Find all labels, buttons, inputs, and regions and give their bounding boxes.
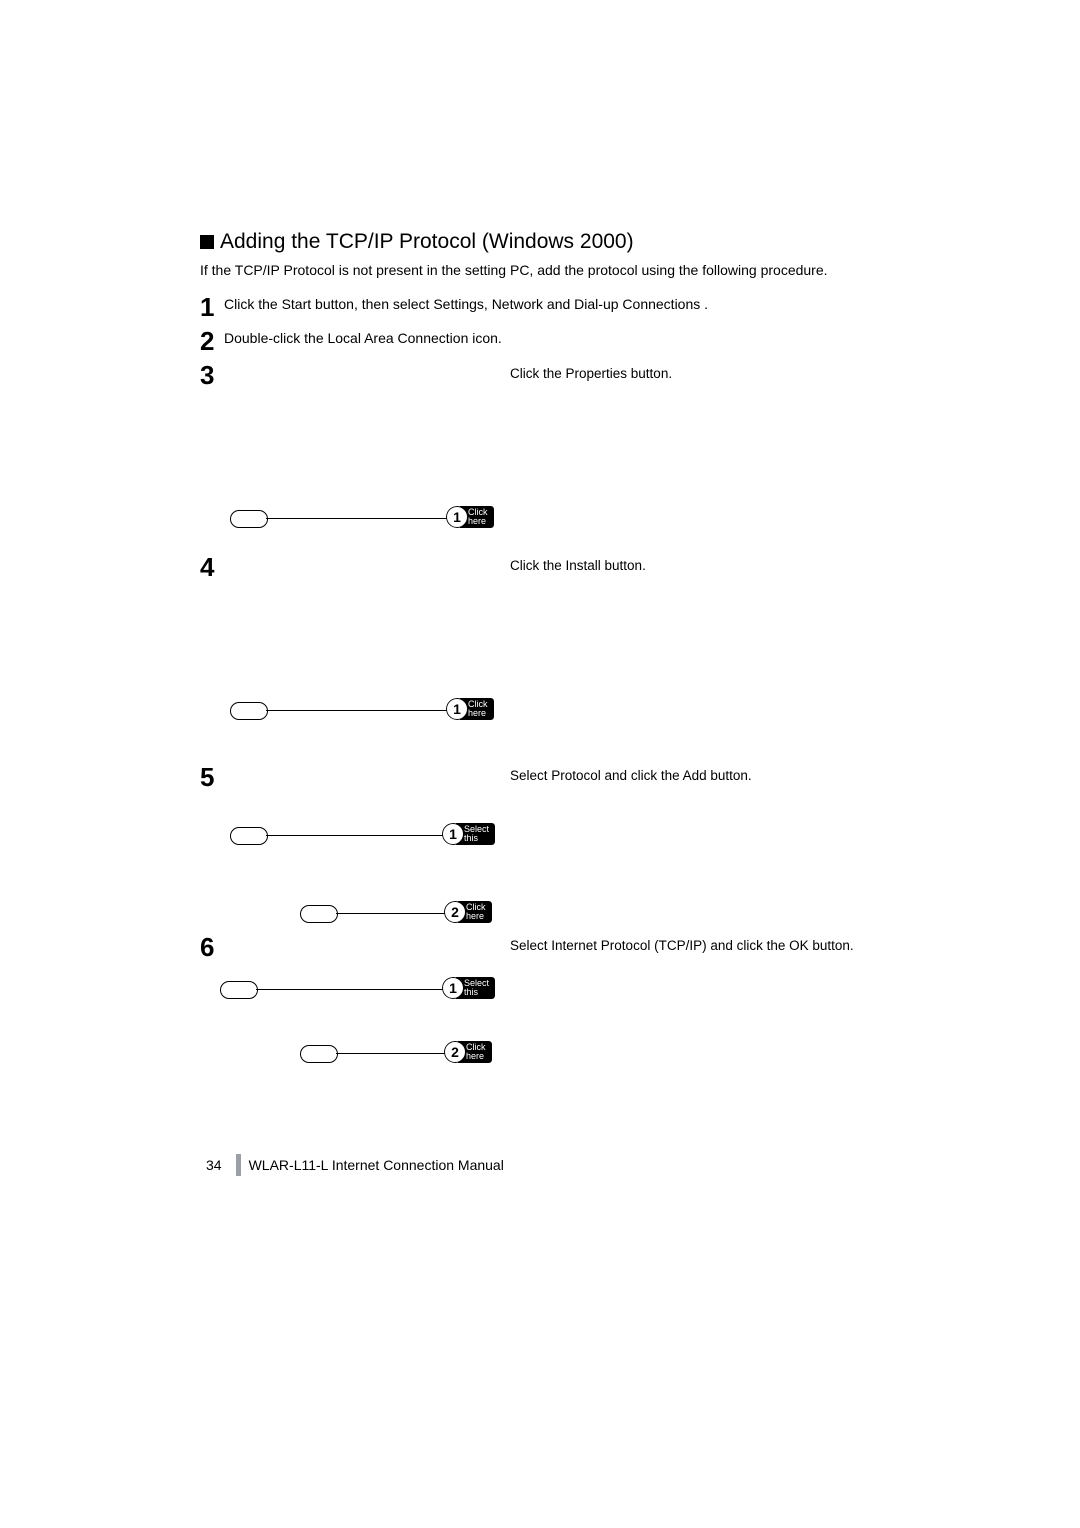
- callout-tag: 1 Click here: [446, 698, 494, 720]
- callout-label-line: this: [464, 834, 489, 843]
- page-footer: 34 WLAR-L11-L Internet Connection Manual: [206, 1154, 504, 1176]
- callout-tag: 2 Click here: [444, 1041, 492, 1063]
- callout-target-icon: [300, 1045, 338, 1063]
- callout-target-icon: [300, 905, 338, 923]
- callout-line-icon: [336, 1053, 450, 1054]
- step-2: 2 Double-click the Local Area Connection…: [200, 326, 880, 354]
- callout-line-icon: [266, 835, 448, 836]
- step-5: 5 1 Select this: [200, 762, 880, 922]
- step-text: Select Internet Protocol (TCP/IP) and cl…: [500, 932, 880, 953]
- callout-tag: 2 Click here: [444, 901, 492, 923]
- footer-bar-icon: [236, 1154, 241, 1176]
- steps-list: 1 Click the Start button, then select Se…: [200, 292, 880, 1072]
- callout-line-icon: [266, 518, 452, 519]
- callout: 1 Click here: [220, 699, 500, 723]
- step-text: Click the Properties button.: [500, 360, 880, 381]
- figure-area: 1 Select this 2 Cli: [200, 932, 500, 1072]
- heading-bullet-icon: [200, 235, 214, 249]
- callout-target-icon: [230, 510, 268, 528]
- step-4: 4 1 Click here Clic: [200, 552, 880, 732]
- callout: 1 Select this: [220, 978, 500, 1002]
- callout-number: 1: [446, 698, 468, 720]
- heading-title: Adding the TCP/IP Protocol (Windows 2000…: [220, 230, 634, 254]
- step-text: Double-click the Local Area Connection i…: [224, 326, 880, 346]
- callout-label-line: here: [468, 517, 488, 526]
- callout-tag: 1 Select this: [442, 977, 495, 999]
- callout: 1 Select this: [220, 824, 500, 848]
- callout-target-icon: [230, 702, 268, 720]
- callout-number: 2: [444, 1041, 466, 1063]
- callout-label-line: here: [466, 1052, 486, 1061]
- callout: 2 Click here: [290, 902, 500, 926]
- callout-line-icon: [256, 989, 448, 990]
- step-number: 1: [200, 292, 224, 320]
- callout-label-line: here: [468, 709, 488, 718]
- callout-target-icon: [220, 981, 258, 999]
- intro-text: If the TCP/IP Protocol is not present in…: [200, 262, 880, 278]
- callout-target-icon: [230, 827, 268, 845]
- callout: 2 Click here: [290, 1042, 500, 1066]
- manual-page: Adding the TCP/IP Protocol (Windows 2000…: [0, 0, 1080, 1528]
- step-text: Click the Install button.: [500, 552, 880, 573]
- figure-area: 1 Click here: [200, 360, 500, 540]
- step-3: 3 1 Click here Clic: [200, 360, 880, 540]
- figure-area: 1 Select this 2 Cli: [200, 762, 500, 922]
- callout-number: 1: [442, 977, 464, 999]
- callout-number: 2: [444, 901, 466, 923]
- callout-label-line: here: [466, 912, 486, 921]
- footer-title: WLAR-L11-L Internet Connection Manual: [249, 1157, 504, 1173]
- step-1: 1 Click the Start button, then select Se…: [200, 292, 880, 320]
- callout-number: 1: [442, 823, 464, 845]
- page-number: 34: [206, 1157, 222, 1173]
- step-number: 2: [200, 326, 224, 354]
- section-heading: Adding the TCP/IP Protocol (Windows 2000…: [200, 230, 880, 254]
- callout-tag: 1 Select this: [442, 823, 495, 845]
- callout-label-line: this: [464, 988, 489, 997]
- figure-area: 1 Click here: [200, 552, 500, 732]
- callout-tag: 1 Click here: [446, 506, 494, 528]
- step-6: 6 1 Select this: [200, 932, 880, 1072]
- step-text: Click the Start button, then select Sett…: [224, 292, 734, 312]
- callout: 1 Click here: [220, 507, 500, 531]
- callout-line-icon: [266, 710, 452, 711]
- step-text: Select Protocol and click the Add button…: [500, 762, 880, 783]
- callout-line-icon: [336, 913, 450, 914]
- callout-number: 1: [446, 506, 468, 528]
